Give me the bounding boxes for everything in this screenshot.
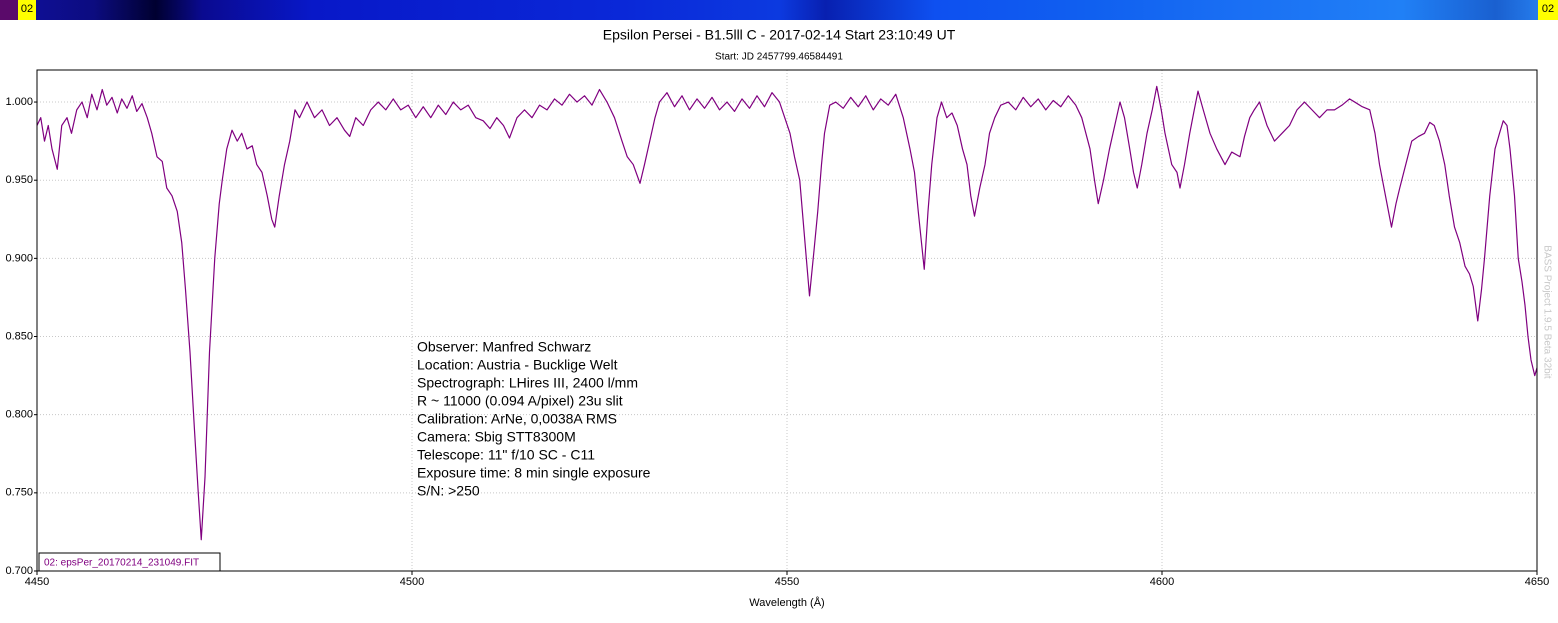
- bar-marker: [0, 0, 18, 20]
- grid: [36, 70, 1538, 572]
- x-tick-label: 4500: [400, 576, 424, 588]
- y-tick-label: 0.850: [5, 330, 33, 342]
- annotation-line: S/N: >250: [417, 483, 480, 499]
- annotation-line: Camera: Sbig STT8300M: [417, 429, 576, 445]
- annotation-line: R ~ 11000 (0.094 A/pixel) 23u slit: [417, 393, 623, 409]
- annotation-line: Spectrograph: LHires III, 2400 l/mm: [417, 375, 638, 391]
- spectrum-line: [36, 85, 1538, 541]
- chart-subtitle: Start: JD 2457799.46584491: [715, 52, 843, 63]
- y-tick-label: 0.900: [5, 252, 33, 264]
- annotation-line: Exposure time: 8 min single exposure: [417, 465, 651, 481]
- plot: [36, 85, 1538, 541]
- legend-box: [38, 552, 221, 572]
- y-tick-label: 0.800: [5, 409, 33, 421]
- x-tick-label: 4600: [1150, 576, 1174, 588]
- annotation-line: Telescope: 11" f/10 SC - C11: [417, 447, 595, 463]
- legend-label: 02: epsPer_20170214_231049.FIT: [44, 558, 199, 569]
- annotation-line: Calibration: ArNe, 0,0038A RMS: [417, 411, 617, 427]
- y-tick-label: 0.750: [5, 487, 33, 499]
- y-tick-label: 0.950: [5, 174, 33, 186]
- bar-label: 02: [21, 3, 33, 15]
- axes: 0.700 0.750 0.800 0.850 0.900 0.950 1.000 4450 4…: [5, 96, 1549, 588]
- bar-label: 02: [1542, 3, 1554, 15]
- x-tick-label: 4450: [25, 576, 49, 588]
- annotations: Observer: Manfred Schwarz Location: Austr…: [417, 339, 651, 499]
- chart-title: Epsilon Persei - B1.5lll C - 2017-02-14 …: [603, 27, 956, 43]
- y-tick-label: 0.700: [5, 565, 33, 577]
- annotation-line: Location: Austria - Bucklige Welt: [417, 357, 618, 373]
- bar-label-box: [18, 0, 36, 20]
- bar-label-box: [1538, 0, 1558, 20]
- x-axis-label: Wavelength (Å): [749, 596, 824, 609]
- y-tick-label: 1.000: [5, 96, 33, 108]
- watermark: BASS Project 1.9.5 Beta 32bit: [1541, 245, 1552, 379]
- spectrum-bar: [0, 0, 1558, 20]
- x-tick-label: 4650: [1525, 576, 1549, 588]
- annotation-line: Observer: Manfred Schwarz: [417, 339, 591, 355]
- x-tick-label: 4550: [775, 576, 799, 588]
